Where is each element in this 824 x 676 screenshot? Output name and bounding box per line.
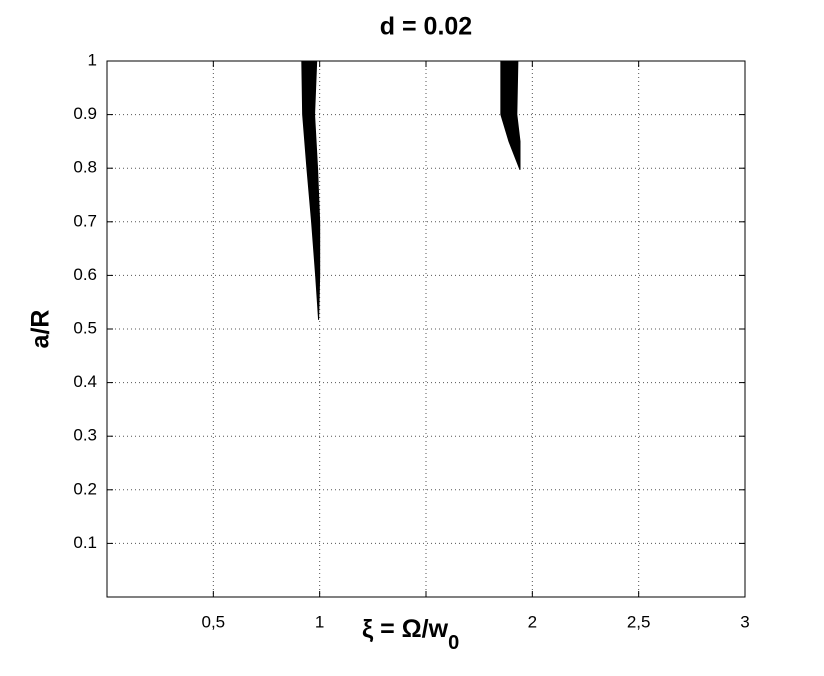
region <box>500 60 521 170</box>
y-tick-label: 0.5 <box>73 318 97 337</box>
y-tick-label: 0.2 <box>73 479 97 498</box>
y-tick-label: 0.7 <box>73 211 97 230</box>
y-tick-label: 0.4 <box>73 372 97 391</box>
plot-frame <box>106 60 746 598</box>
y-axis-label: a/R <box>27 310 55 349</box>
x-tick-label: 2 <box>528 612 537 631</box>
y-tick-label: 0.3 <box>73 426 97 445</box>
y-tick-label: 0.1 <box>73 533 97 552</box>
y-tick-label: 1 <box>88 50 97 69</box>
x-axis-label-subscript: 0 <box>448 632 459 654</box>
x-tick-label: 2,5 <box>627 612 651 631</box>
y-tick-label: 0.9 <box>73 104 97 123</box>
y-tick-label: 0.8 <box>73 158 97 177</box>
chart-title: d = 0.02 <box>380 13 472 41</box>
x-axis-label-main: ξ = Ω/w <box>362 615 449 643</box>
x-tick-label: 3 <box>740 612 749 631</box>
y-tick-label: 0.6 <box>73 265 97 284</box>
x-tick-label: 0,5 <box>202 612 226 631</box>
x-tick-label: 1 <box>315 612 324 631</box>
region <box>301 60 321 320</box>
x-axis-label: ξ = Ω/w0 <box>362 615 459 655</box>
